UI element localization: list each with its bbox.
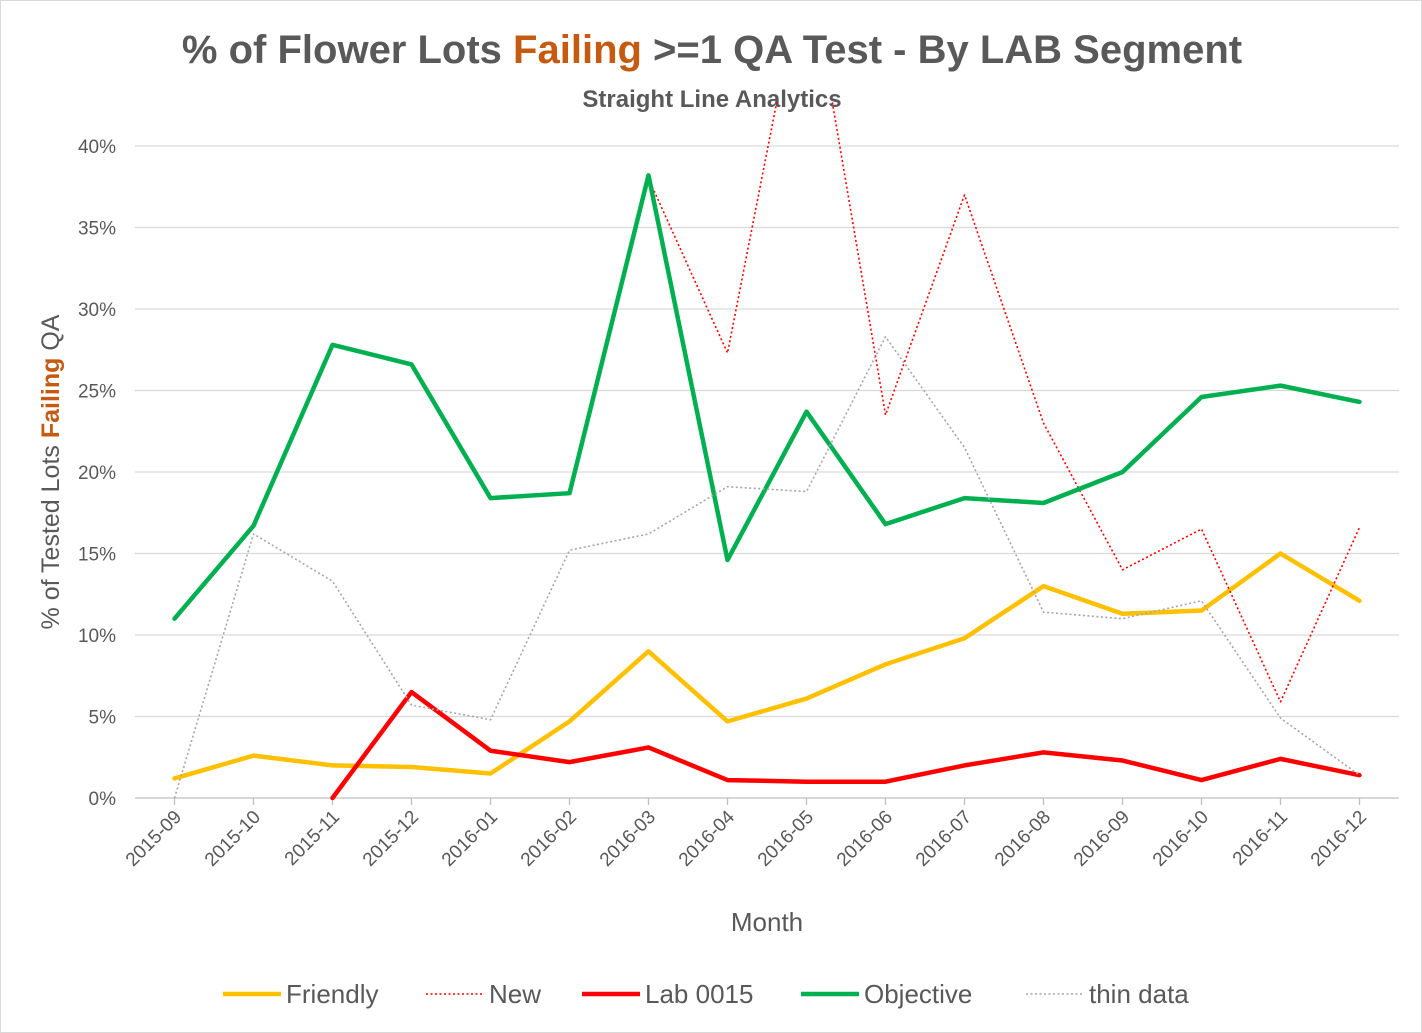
x-tick-label: 2015-09 [122,807,186,871]
legend-item-lab-0015: Lab 0015 [582,979,753,1009]
series-friendly [172,551,1362,781]
x-axis-tick-labels: 2015-09 2015-10 2015-11 2015-12 2016-01 2016-… [122,798,1371,871]
y-tick-label: 10% [78,626,116,647]
series-line-thin-data [173,335,1360,799]
legend-item-new: New [426,979,541,1009]
y-tick-label: 20% [78,463,116,484]
chart-title-part1: % of Flower Lots [182,28,513,72]
x-tick-label: 2016-12 [1307,807,1371,871]
chart-title: % of Flower Lots Failing >=1 QA Test - B… [182,28,1242,72]
y-tick-label: 30% [78,300,116,321]
x-tick-label: 2016-11 [1229,807,1292,870]
legend: Friendly New Lab 0015 Objective thin data [223,979,1189,1009]
x-axis-label: Month [731,907,803,937]
y-tick-label: 5% [89,708,117,729]
legend-item-friendly: Friendly [223,979,378,1009]
x-tick-label: 2016-02 [517,807,581,871]
legend-item-thin-data: thin data [1026,979,1189,1009]
legend-item-objective: Objective [801,979,972,1009]
x-tick-label: 2016-03 [596,807,660,871]
x-tick-label: 2015-11 [281,807,344,870]
legend-label-friendly: Friendly [286,979,378,1009]
x-tick-label: 2016-01 [438,807,502,871]
gridlines [135,145,1399,799]
legend-label-new: New [489,979,541,1009]
legend-label-lab-0015: Lab 0015 [645,979,753,1009]
x-tick-label: 2016-06 [833,807,897,871]
x-tick-label: 2016-08 [991,807,1055,871]
series-lines [172,101,1362,801]
chart-title-part2: >=1 QA Test - By LAB Segment [642,28,1242,72]
y-axis-tick-labels: 0% 5% 10% 15% 20% 25% 30% 35% 40% [78,137,116,810]
y-tick-label: 15% [78,545,116,566]
legend-label-thin-data: thin data [1089,979,1189,1009]
y-tick-label: 0% [89,789,117,810]
series-line-friendly [172,551,1362,781]
chart-title-highlight: Failing [513,28,642,72]
series-line-lab-0015 [330,689,1362,801]
y-axis-label: % of Tested Lots Failing QA [37,314,65,629]
x-tick-label: 2016-07 [912,807,976,871]
series-line-objective [172,173,1362,621]
x-tick-label: 2016-05 [754,807,818,871]
series-thin-data [173,335,1360,799]
x-tick-label: 2016-04 [675,806,739,870]
y-tick-label: 40% [78,137,116,158]
series-lab-0015 [330,689,1362,801]
x-tick-label: 2015-10 [201,807,265,871]
legend-label-objective: Objective [864,979,972,1009]
series-objective [172,173,1362,621]
y-tick-label: 25% [78,382,116,403]
y-tick-label: 35% [78,219,116,240]
y-axis-label-part1: % of Tested Lots [37,438,65,629]
x-tick-label: 2016-10 [1149,807,1213,871]
y-axis-label-part2: QA [37,314,65,357]
x-tick-label: 2015-12 [359,807,423,871]
y-axis-label-highlight: Failing [37,358,65,439]
chart-subtitle: Straight Line Analytics [582,86,841,113]
x-tick-label: 2016-09 [1070,807,1134,871]
